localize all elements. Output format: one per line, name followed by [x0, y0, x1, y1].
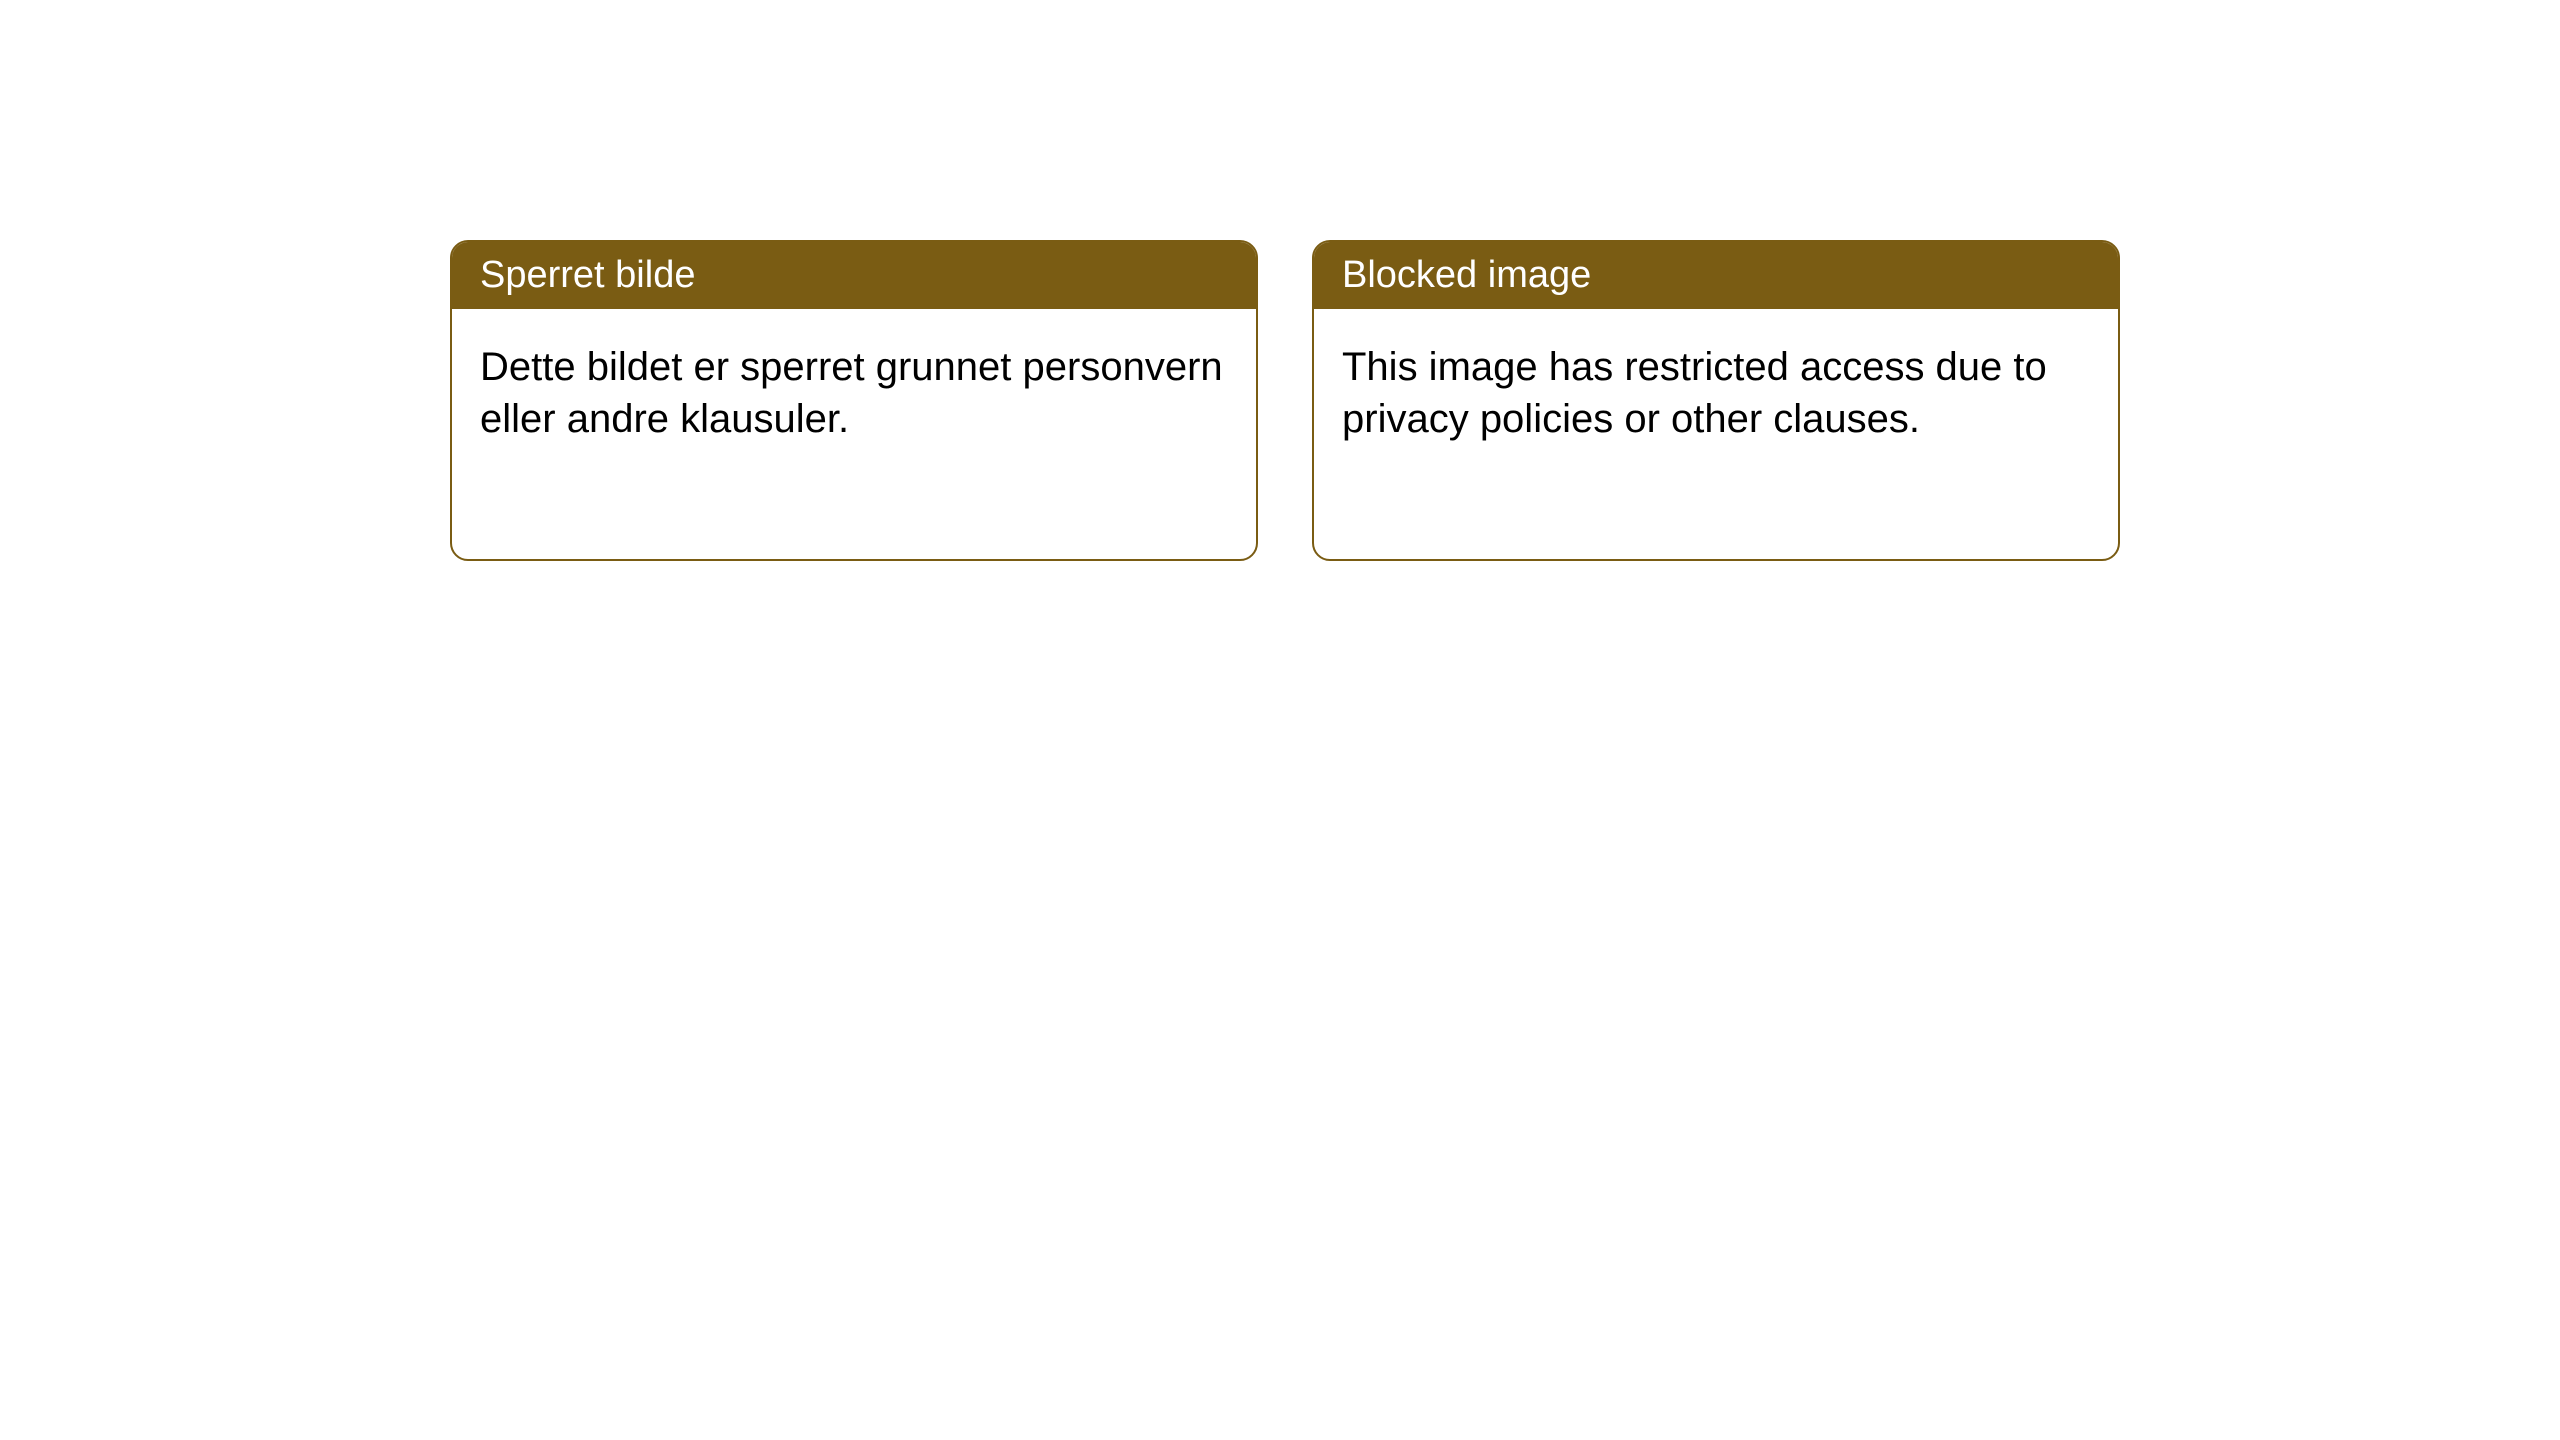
notice-cards-row: Sperret bilde Dette bildet er sperret gr… [450, 240, 2120, 561]
notice-card-english: Blocked image This image has restricted … [1312, 240, 2120, 561]
notice-card-norwegian: Sperret bilde Dette bildet er sperret gr… [450, 240, 1258, 561]
card-body-norwegian: Dette bildet er sperret grunnet personve… [452, 309, 1256, 559]
card-title-norwegian: Sperret bilde [452, 242, 1256, 309]
card-title-english: Blocked image [1314, 242, 2118, 309]
card-body-english: This image has restricted access due to … [1314, 309, 2118, 559]
